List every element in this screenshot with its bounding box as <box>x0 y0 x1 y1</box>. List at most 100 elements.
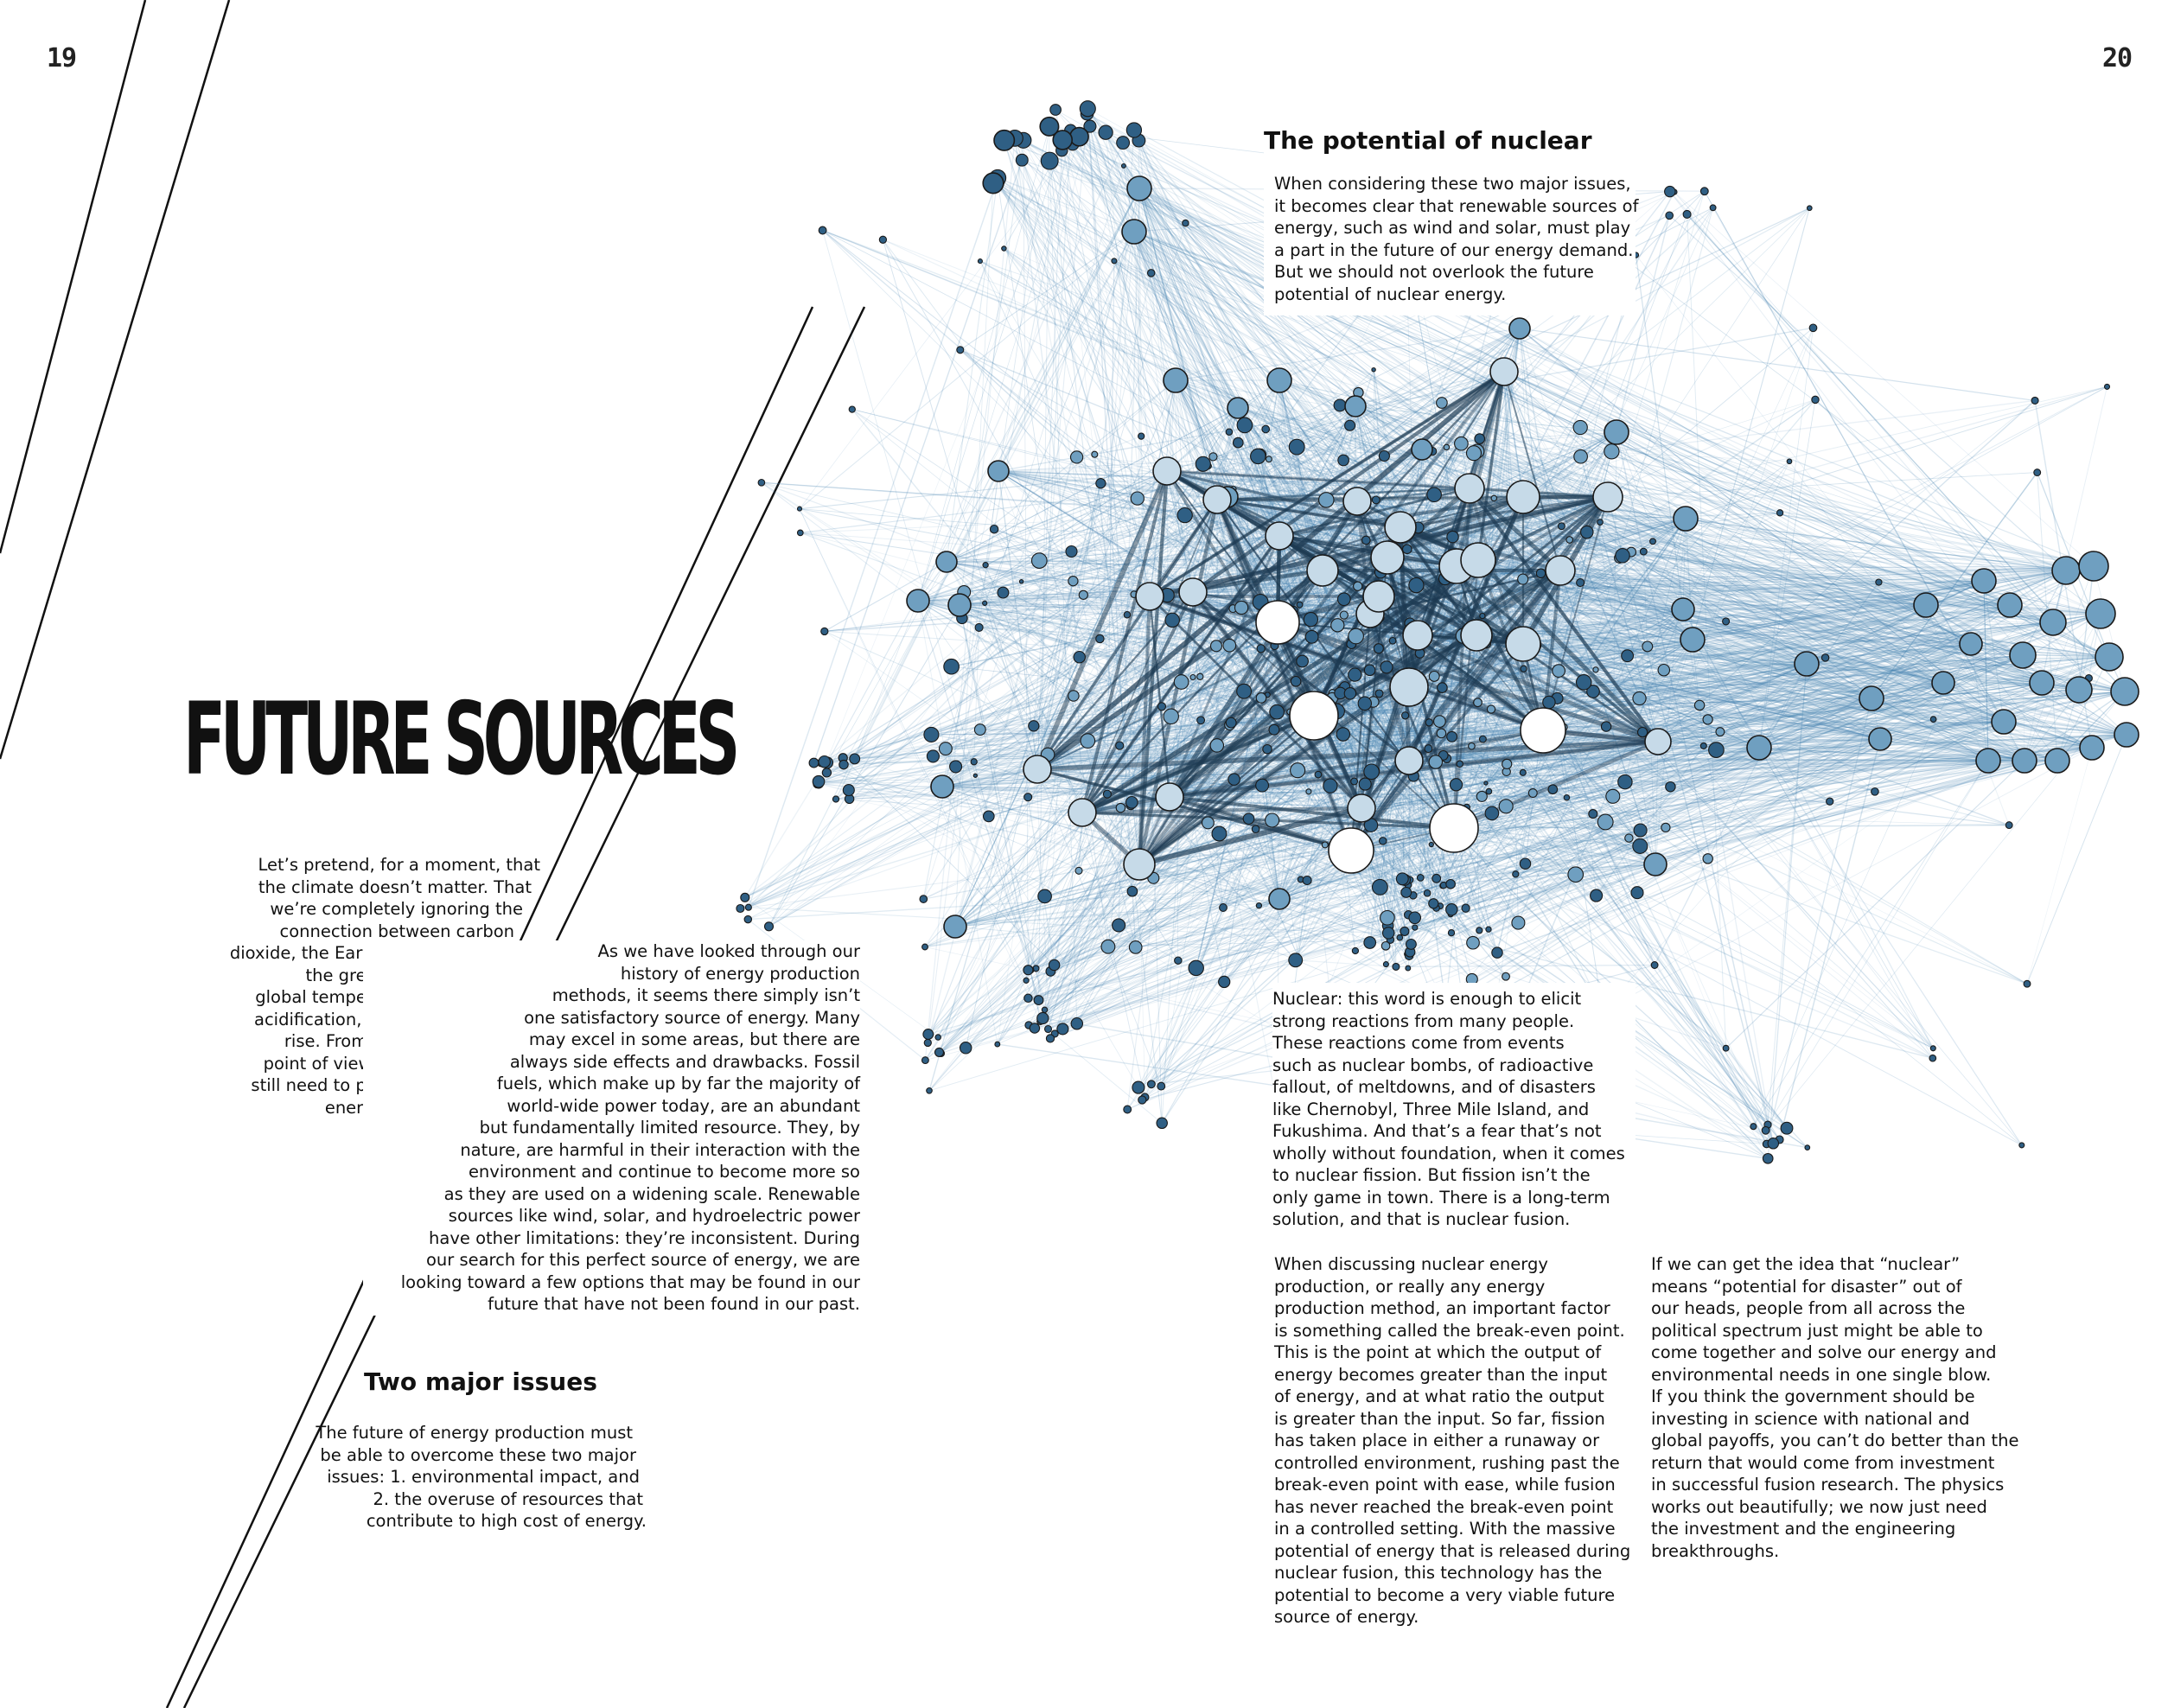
graph-node <box>1425 719 1432 726</box>
graph-node <box>2045 749 2069 773</box>
graph-node <box>1364 937 1376 949</box>
graph-node <box>2111 678 2139 705</box>
graph-node <box>839 760 848 768</box>
graph-node <box>1138 433 1145 439</box>
graph-node <box>1336 728 1349 741</box>
graph-node <box>1618 774 1632 788</box>
graph-node <box>1593 667 1598 672</box>
text-line: like Chernobyl, Three Mile Island, and <box>1272 1099 1636 1121</box>
graph-node <box>1340 611 1348 619</box>
graph-node <box>1992 710 2016 734</box>
graph-node <box>1447 731 1457 742</box>
graph-node <box>1998 593 2022 617</box>
graph-node <box>798 530 804 536</box>
text-line: contribute to high cost of energy. <box>259 1510 647 1533</box>
graph-node <box>1425 745 1432 753</box>
graph-node <box>1263 745 1272 754</box>
graph-node <box>1024 994 1032 1002</box>
graph-node <box>1345 396 1366 417</box>
graph-node <box>1409 912 1421 924</box>
graph-node <box>1795 652 1819 676</box>
text-line: controlled environment, rushing past the <box>1274 1452 1630 1475</box>
graph-node <box>1960 633 1982 655</box>
text-line: break-even point with ease, while fusion <box>1274 1474 1630 1496</box>
graph-node <box>1131 492 1144 505</box>
graph-node <box>1372 496 1380 504</box>
graph-node <box>1209 453 1217 461</box>
graph-node <box>1694 700 1704 710</box>
graph-node <box>1486 927 1491 932</box>
graph-node <box>1126 123 1141 137</box>
graph-node <box>1352 947 1358 953</box>
graph-node <box>1703 854 1712 864</box>
graph-node <box>1380 838 1387 844</box>
graph-node <box>994 131 1014 150</box>
graph-node <box>1071 1018 1082 1029</box>
graph-node <box>1559 523 1565 530</box>
graph-node <box>1363 581 1394 612</box>
graph-node <box>1219 976 1230 987</box>
graph-node <box>1521 666 1527 672</box>
text-line: the investment and the engineering <box>1651 1518 2018 1540</box>
graph-node <box>1220 904 1227 912</box>
graph-node <box>1338 455 1349 466</box>
graph-node <box>1156 783 1183 811</box>
graph-node <box>1512 916 1525 929</box>
graph-node <box>1402 712 1409 719</box>
graph-node <box>1520 769 1526 775</box>
graph-node <box>1074 652 1085 663</box>
graph-node <box>1237 417 1253 433</box>
graph-node <box>924 1039 931 1046</box>
graph-node <box>832 796 839 802</box>
graph-node <box>1112 258 1117 264</box>
graph-node <box>1976 749 2000 773</box>
graph-node <box>1450 779 1462 791</box>
graph-node <box>974 724 985 736</box>
graph-node <box>1124 849 1155 880</box>
graph-node <box>1429 672 1439 682</box>
graph-node <box>1418 875 1425 882</box>
graph-node <box>1658 665 1669 676</box>
graph-edge <box>1520 328 2035 400</box>
graph-node <box>758 480 765 487</box>
graph-node <box>1644 853 1667 876</box>
graph-node <box>971 759 977 765</box>
graph-node <box>1338 593 1351 606</box>
text-line: as they are used on a widening scale. Re… <box>363 1183 860 1206</box>
text-line: This is the point at which the output of <box>1274 1342 1630 1364</box>
graph-node <box>1359 778 1371 790</box>
graph-node <box>984 811 995 822</box>
two-issues-paragraph: The future of energy production must be a… <box>259 1422 647 1533</box>
graph-node <box>2024 980 2031 987</box>
graph-node <box>1406 940 1417 950</box>
graph-node <box>1304 613 1317 627</box>
graph-node <box>2079 551 2108 581</box>
graph-node <box>1401 888 1412 898</box>
text-line: looking toward a few options that may be… <box>363 1271 860 1294</box>
text-line: breakthroughs. <box>1651 1540 2018 1563</box>
graph-node <box>1183 220 1189 226</box>
graph-node <box>1461 543 1495 577</box>
graph-node <box>1437 729 1446 738</box>
text-line: If you think the government should be <box>1651 1386 2018 1408</box>
text-line: is something called the break-even point… <box>1274 1320 1630 1342</box>
two-issues-heading: Two major issues <box>364 1367 597 1396</box>
graph-node <box>1476 927 1483 934</box>
text-line: means “potential for disaster” out of <box>1651 1276 2018 1298</box>
graph-node <box>1197 673 1203 679</box>
graph-node <box>1642 641 1653 652</box>
graph-node <box>1117 137 1130 150</box>
graph-node <box>2005 822 2012 829</box>
graph-node <box>1438 683 1448 693</box>
graph-node <box>983 601 987 605</box>
graph-node <box>1432 874 1441 883</box>
text-line: in successful fusion research. The physi… <box>1651 1474 2018 1496</box>
graph-node <box>1661 823 1670 832</box>
graph-node <box>1164 368 1188 392</box>
text-line: Fukushima. And that’s a fear that’s not <box>1272 1120 1636 1143</box>
graph-node <box>1723 1045 1729 1051</box>
graph-node <box>1256 693 1266 704</box>
text-line: we’re completely ignoring the <box>156 898 540 921</box>
graph-node <box>1334 399 1346 411</box>
graph-node <box>1189 960 1203 975</box>
